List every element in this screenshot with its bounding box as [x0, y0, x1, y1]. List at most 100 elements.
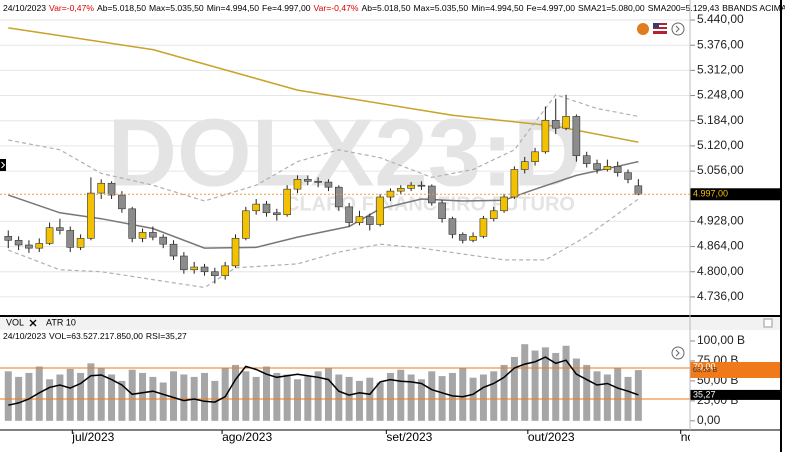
volume-bar [232, 364, 240, 421]
y-tick-label: 4.928,00 [697, 214, 744, 228]
price-panel: 4.736,00 4.800,00 4.864,00 4.928,00 5.056,00… [0, 3, 785, 444]
volume-bar [355, 380, 363, 421]
y-tick-label: 5.120,00 [697, 138, 744, 152]
panel-header-item: 24/10/2023 [3, 331, 46, 341]
volume-bar [397, 369, 405, 421]
candle-body [500, 196, 508, 212]
candle-body [262, 203, 271, 214]
indicator-line [8, 198, 639, 289]
candle-body [489, 210, 498, 219]
last-price-label: 4.997,00 [693, 189, 728, 199]
rsi-line [8, 356, 639, 406]
indicator-line [8, 94, 639, 202]
x-tick-label: nov/2023 [681, 430, 731, 444]
candle-body [200, 266, 209, 273]
panel-tab[interactable]: VOL [6, 317, 24, 327]
volume-bar [108, 374, 116, 421]
volume-bar [170, 371, 178, 421]
last-volume-label: 63,53 B [693, 367, 717, 374]
panel-tab[interactable]: ATR 10 [46, 317, 76, 327]
y-tick-label: 0,00 [697, 413, 721, 427]
candle-body [572, 116, 581, 157]
candle-body [25, 244, 33, 249]
x-tick-label: ago/2023 [222, 430, 272, 444]
candle-body [365, 216, 374, 225]
volume-bar [541, 347, 549, 421]
panel-header-item: RSI=35,27 [146, 331, 187, 341]
y-tick-label: 4.736,00 [697, 289, 744, 303]
left-arrow-icon [1, 161, 6, 169]
flag-stripe [653, 25, 667, 27]
header-item: Fe=4.997,00 [527, 3, 576, 13]
candle-body [242, 210, 250, 239]
candle-body [107, 182, 116, 196]
volume-bar [159, 382, 167, 421]
candle-body [128, 208, 137, 239]
candle-body [221, 265, 229, 276]
volume-bar [634, 370, 642, 421]
volume-bar [304, 376, 312, 421]
y-tick-label: 100,00 B [697, 333, 745, 347]
us-flag-icon[interactable] [653, 23, 667, 34]
volume-bar [407, 374, 415, 421]
volume-bar [603, 374, 611, 421]
volume-bar [335, 374, 343, 421]
candle-body [45, 227, 54, 244]
volume-bar [417, 379, 425, 421]
x-tick-label: set/2023 [386, 430, 432, 444]
volume-bar [614, 368, 622, 421]
candle-body [603, 166, 612, 170]
candle-body [335, 186, 343, 208]
candle-body [14, 239, 23, 246]
candle-body [149, 232, 157, 238]
header-item: Var=-0,47% [314, 3, 359, 13]
volume-bar [510, 356, 518, 421]
volume-bar [87, 363, 95, 421]
candle-body [634, 185, 643, 195]
candle-body [396, 188, 405, 192]
volume-bar [521, 344, 529, 421]
candle-body [551, 120, 560, 129]
panel-close-box[interactable] [763, 318, 773, 328]
volume-bar [77, 372, 85, 421]
volume-bar [211, 380, 219, 421]
candle-body [541, 120, 550, 153]
y-tick-label: 4.800,00 [697, 264, 744, 278]
y-tick-label: 5.312,00 [697, 63, 744, 77]
volume-bar [293, 379, 301, 421]
candle-body [407, 184, 415, 189]
candle-body [180, 255, 188, 271]
candle-body [314, 180, 322, 183]
candle-body [520, 161, 529, 170]
y-tick-label: 5.056,00 [697, 163, 744, 177]
volume-panel-tabbar [0, 316, 781, 330]
volume-bar [314, 371, 322, 421]
currency-icon[interactable] [637, 23, 649, 35]
volume-bar [500, 364, 508, 421]
indicator-line [8, 160, 639, 249]
y-tick-label: 5.440,00 [697, 12, 744, 26]
candle-body [231, 238, 240, 267]
last-rsi-label: 35,27 [693, 389, 716, 399]
panel-next-icon[interactable] [671, 346, 685, 360]
header-item: SMA21=5.080,00 [578, 3, 645, 13]
volume-bar [56, 374, 64, 421]
volume-bar [376, 382, 384, 421]
last-price-tag [690, 188, 781, 201]
header-item: Var=-0,47% [49, 3, 94, 13]
tab-close-icon [29, 319, 37, 327]
volume-bar [552, 352, 560, 421]
panel-header: 24/10/2023 VOL=63.527.217.850,00 RSI=35,27 [3, 331, 187, 341]
left-collapse-tab[interactable] [0, 159, 6, 171]
candle-body [138, 232, 147, 239]
volume-bar [273, 372, 281, 421]
candle-body [531, 151, 539, 162]
candle-body [159, 236, 168, 245]
watermark: DOLX23:D [108, 99, 583, 206]
flag-canton [653, 23, 659, 28]
volume-bar [139, 372, 147, 421]
volume-bar [118, 380, 126, 421]
candle-body [438, 202, 446, 219]
next-icon[interactable] [671, 22, 685, 36]
